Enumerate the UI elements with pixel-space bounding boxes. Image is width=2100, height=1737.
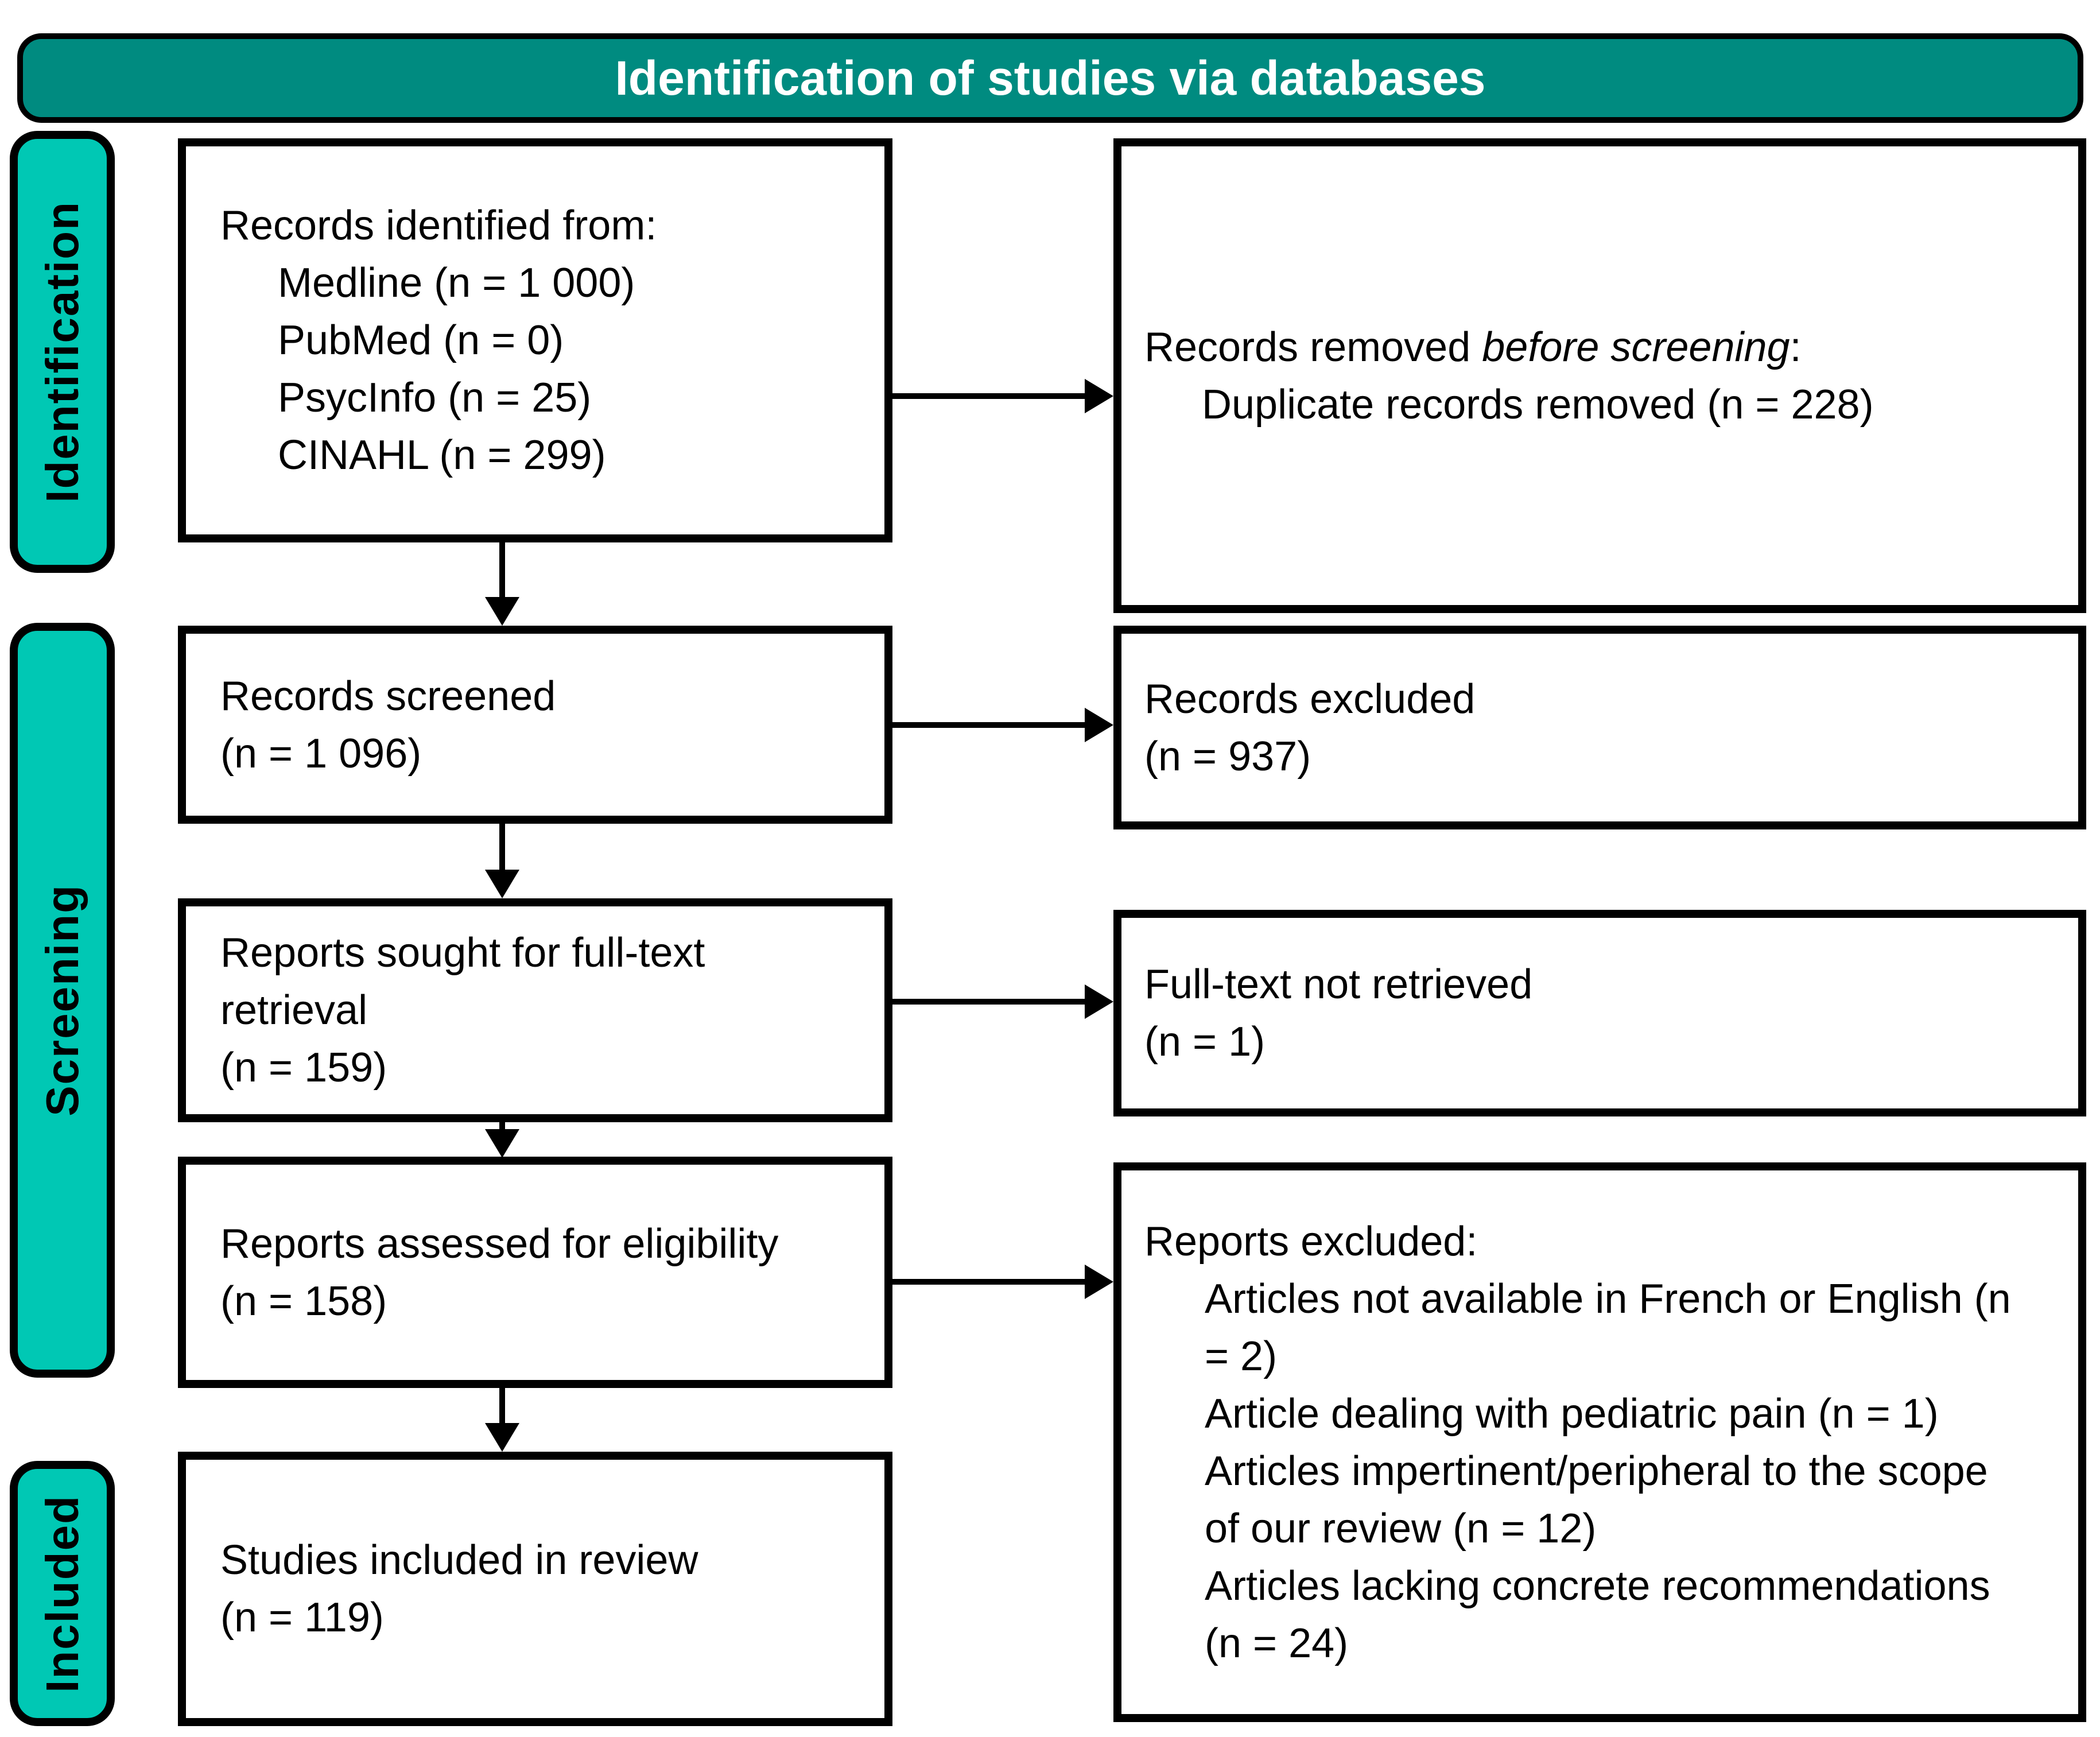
reports-assessed-box: Reports assessed for eligibility (n = 15… [178, 1157, 892, 1388]
arrow-screened-to-excluded [892, 708, 1113, 742]
studies-included-text: Studies included in review [220, 1537, 698, 1583]
studies-included-box: Studies included in review (n = 119) [178, 1452, 892, 1726]
reports-excluded-item: Articles lacking concrete recommendation… [1205, 1562, 1990, 1666]
records-excluded-count: (n = 937) [1144, 733, 1311, 780]
records-removed-heading-prefix: Records removed [1144, 324, 1482, 370]
records-identified-item: PsycInfo (n = 25) [278, 375, 592, 421]
records-screened-count: (n = 1 096) [220, 730, 422, 777]
reports-assessed-count: (n = 158) [220, 1278, 387, 1324]
reports-excluded-item: Articles impertinent/peripheral to the s… [1205, 1448, 1988, 1552]
reports-excluded-heading: Reports excluded: [1144, 1218, 1478, 1265]
arrow-assessed-to-reports-excluded [892, 1265, 1113, 1299]
stage-label-identification: Identification [10, 131, 115, 573]
records-removed-item: Duplicate records removed (n = 228) [1202, 381, 1874, 428]
records-identified-box: Records identified from: Medline (n = 1 … [178, 138, 892, 542]
arrow-screened-to-sought [485, 824, 519, 898]
arrow-identified-to-removed [892, 379, 1113, 413]
records-removed-heading-emphasis: before screening [1482, 324, 1790, 370]
studies-included-count: (n = 119) [220, 1595, 384, 1641]
records-identified-item: CINAHL (n = 299) [278, 432, 606, 478]
fulltext-not-retrieved-text: Full-text not retrieved [1144, 961, 1533, 1007]
diagram-title: Identification of studies via databases [615, 51, 1486, 105]
reports-excluded-box: Reports excluded: Articles not available… [1113, 1162, 2086, 1722]
arrow-sought-to-not-retrieved [892, 984, 1113, 1019]
records-identified-heading: Records identified from: [220, 203, 657, 249]
reports-sought-text-line1: Reports sought for full-text [220, 930, 705, 976]
reports-excluded-item: Articles not available in French or Engl… [1205, 1275, 2011, 1379]
records-screened-text: Records screened [220, 673, 556, 719]
stage-label-screening: Screening [10, 623, 115, 1378]
arrow-identified-to-screened [485, 542, 519, 626]
records-removed-heading: Records removed before screening: [1144, 319, 2067, 376]
records-excluded-box: Records excluded (n = 937) [1113, 626, 2086, 829]
arrow-sought-to-assessed [485, 1122, 519, 1158]
fulltext-not-retrieved-box: Full-text not retrieved (n = 1) [1113, 910, 2086, 1116]
diagram-title-bar: Identification of studies via databases [17, 33, 2083, 123]
records-removed-heading-suffix: : [1790, 324, 1802, 370]
stage-label-included: Included [10, 1461, 115, 1726]
reports-sought-count: (n = 159) [220, 1045, 387, 1091]
stage-label-included-text: Included [36, 1494, 88, 1693]
records-excluded-text: Records excluded [1144, 676, 1476, 722]
arrow-assessed-to-included [485, 1388, 519, 1452]
stage-label-identification-text: Identification [36, 201, 88, 503]
records-removed-box: Records removed before screening: Duplic… [1113, 138, 2086, 613]
records-identified-item: PubMed (n = 0) [278, 317, 564, 363]
records-screened-box: Records screened (n = 1 096) [178, 626, 892, 824]
fulltext-not-retrieved-count: (n = 1) [1144, 1019, 1266, 1065]
reports-sought-box: Reports sought for full-text retrieval (… [178, 898, 892, 1122]
stage-label-screening-text: Screening [36, 884, 88, 1116]
reports-excluded-item: Article dealing with pediatric pain (n =… [1205, 1390, 1939, 1437]
reports-sought-text-line2: retrieval [220, 987, 368, 1033]
records-identified-item: Medline (n = 1 000) [278, 260, 635, 306]
reports-assessed-text: Reports assessed for eligibility [220, 1220, 779, 1267]
